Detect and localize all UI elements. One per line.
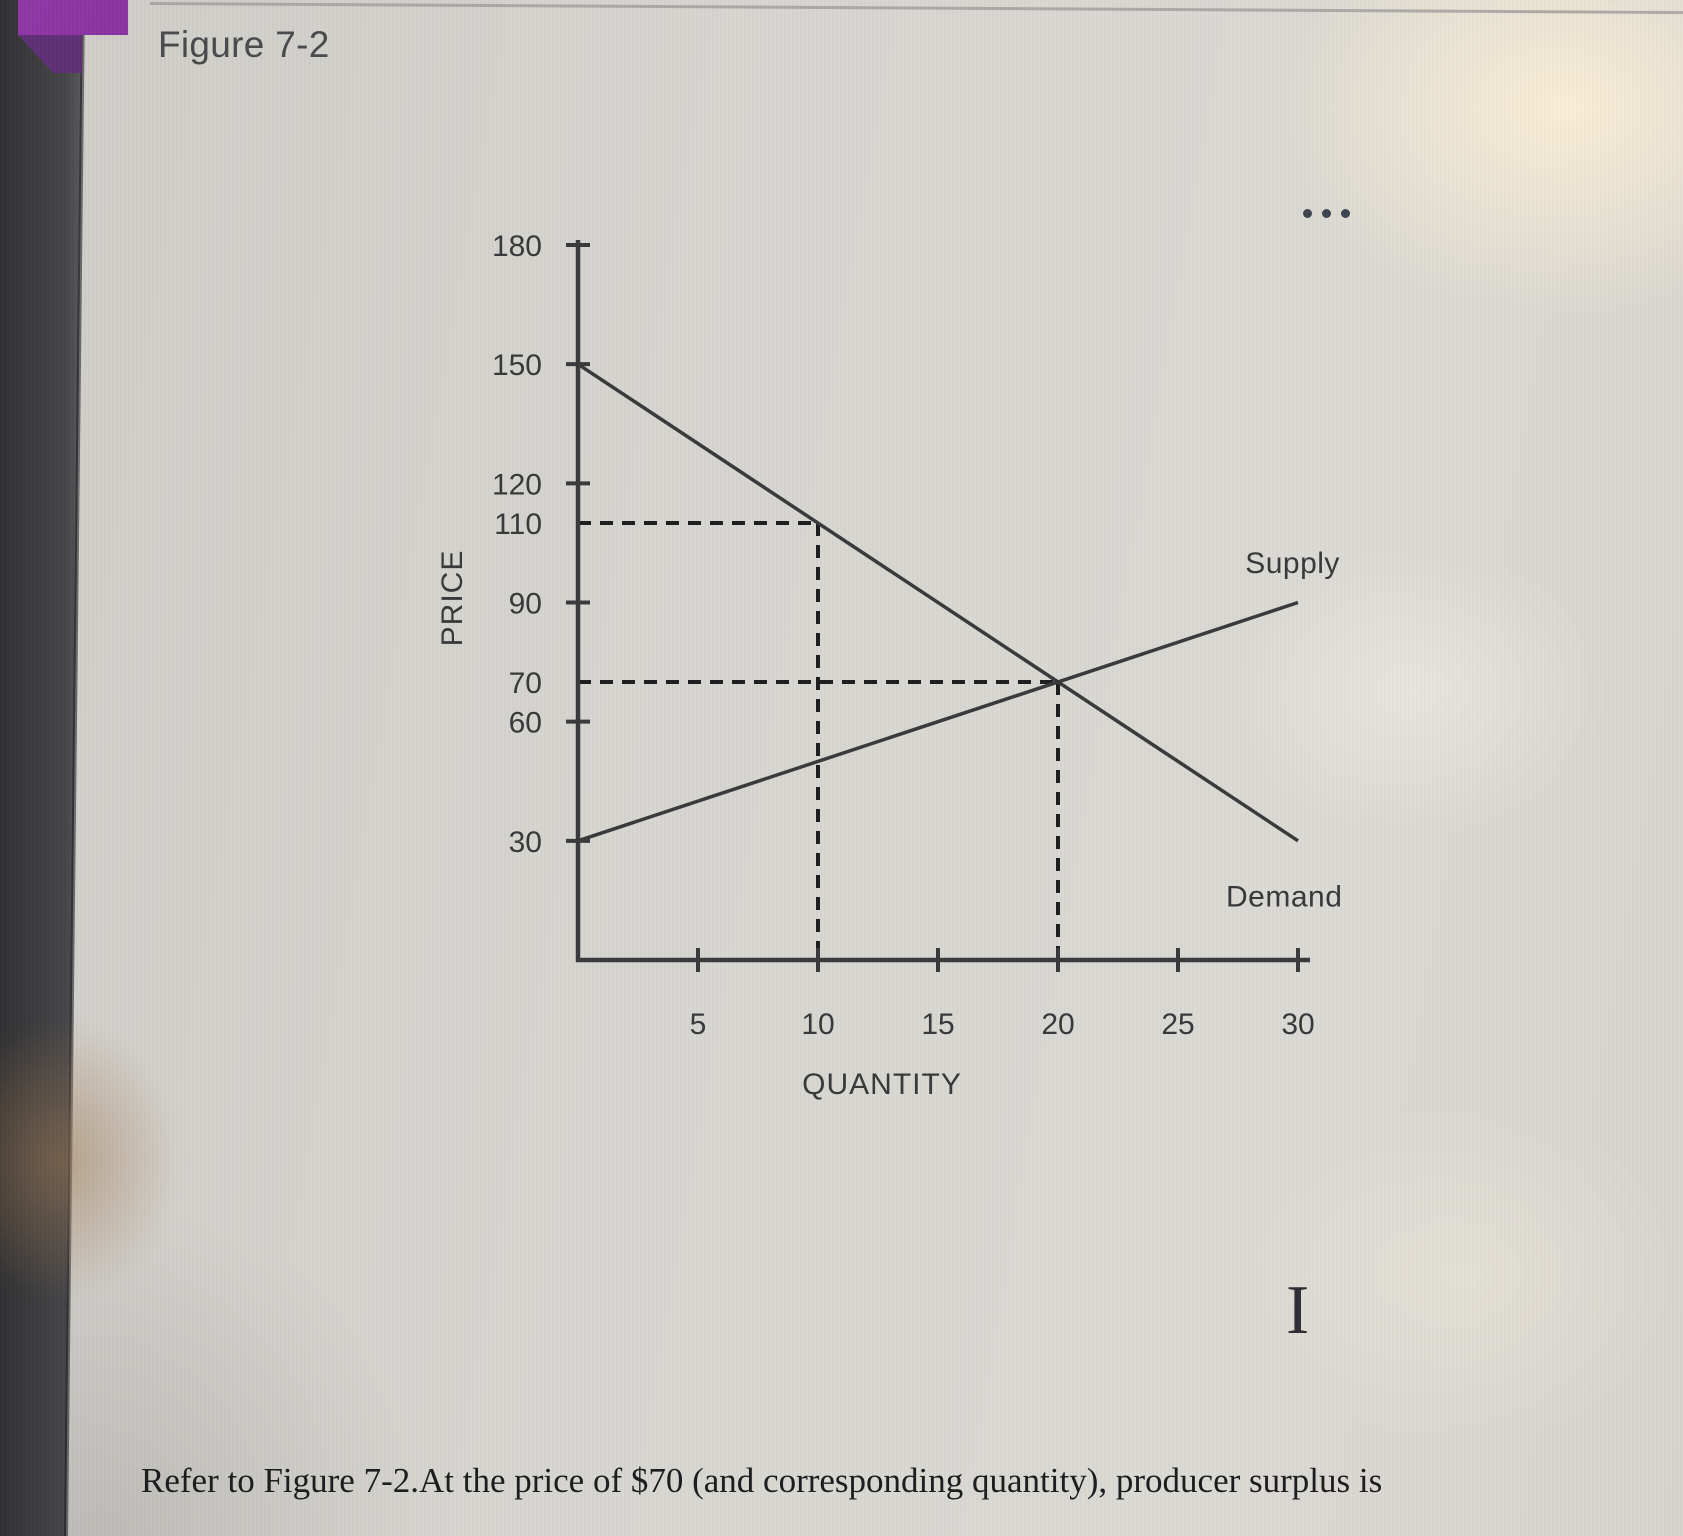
x-tick-label-20: 20 bbox=[1041, 1008, 1074, 1041]
x-tick-label-30: 30 bbox=[1281, 1008, 1314, 1041]
question-text: Refer to Figure 7-2.At the price of $70 … bbox=[141, 1461, 1383, 1500]
y-axis-title: PRICE bbox=[436, 550, 469, 647]
demand-line bbox=[577, 362, 1299, 843]
y-tick-label-30: 30 bbox=[509, 826, 542, 859]
x-tick-label-10: 10 bbox=[801, 1008, 834, 1041]
x-tick-label-25: 25 bbox=[1161, 1008, 1194, 1041]
x-tick-label-15: 15 bbox=[921, 1008, 954, 1041]
dot bbox=[1341, 209, 1350, 218]
y-tick-label-110: 110 bbox=[494, 508, 542, 541]
curve-label-supply: Supply bbox=[1245, 547, 1340, 580]
y-tick-label-60: 60 bbox=[509, 707, 542, 740]
y-tick-label-180: 180 bbox=[492, 230, 542, 263]
y-tick-label-120: 120 bbox=[492, 468, 542, 501]
figure-title: Figure 7-2 bbox=[158, 24, 330, 65]
supply-line bbox=[577, 600, 1299, 843]
app-accent-shape bbox=[18, 0, 128, 35]
text-cursor-icon: I bbox=[1286, 1272, 1310, 1349]
y-tick-label-70: 70 bbox=[509, 667, 542, 700]
x-axis-title: QUANTITY bbox=[802, 1068, 962, 1101]
y-tick-label-150: 150 bbox=[492, 349, 542, 382]
dot bbox=[1303, 209, 1312, 218]
y-tick-label-90: 90 bbox=[509, 588, 542, 621]
x-tick-label-5: 5 bbox=[690, 1008, 707, 1041]
dot bbox=[1322, 209, 1331, 218]
curve-label-demand: Demand bbox=[1226, 880, 1342, 913]
more-options-icon[interactable] bbox=[1303, 209, 1350, 218]
